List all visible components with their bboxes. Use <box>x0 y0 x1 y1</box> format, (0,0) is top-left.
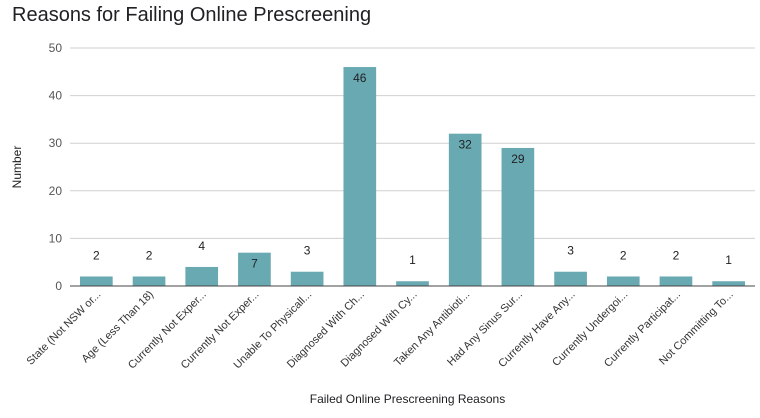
bar <box>659 276 693 286</box>
y-tick-label: 30 <box>49 136 63 150</box>
bar <box>501 147 535 286</box>
bar <box>238 252 271 286</box>
data-label: 3 <box>567 244 574 258</box>
y-axis-ticks: 0 10 20 30 40 50 <box>49 41 63 293</box>
data-label: 1 <box>725 253 732 267</box>
y-tick-label: 10 <box>49 231 63 245</box>
bar <box>80 276 113 286</box>
data-label: 3 <box>304 244 311 258</box>
chart-title: Reasons for Failing Online Prescreening <box>12 4 372 26</box>
data-label: 2 <box>673 248 680 262</box>
data-label: 46 <box>353 71 367 85</box>
data-label: 1 <box>409 253 416 267</box>
data-label: 7 <box>251 257 258 271</box>
bar <box>343 67 377 286</box>
data-label: 32 <box>459 138 473 152</box>
y-tick-label: 40 <box>49 89 63 103</box>
bar <box>448 133 482 286</box>
bar <box>290 271 324 286</box>
bar <box>185 266 219 286</box>
bar <box>554 271 587 286</box>
data-label: 4 <box>198 239 205 253</box>
bar <box>132 276 166 286</box>
y-axis-title: Number <box>10 146 24 189</box>
y-tick-label: 50 <box>49 41 63 55</box>
bar <box>606 276 640 286</box>
x-axis-ticks: State (Not NSW or...Age (Less Than 18)Cu… <box>25 289 736 372</box>
gridlines <box>70 47 755 239</box>
bar <box>712 281 745 286</box>
data-label: 2 <box>620 248 627 262</box>
bar <box>396 281 429 286</box>
data-label: 2 <box>146 248 153 262</box>
y-tick-label: 0 <box>55 279 62 293</box>
data-label: 2 <box>93 248 100 262</box>
y-tick-label: 20 <box>49 184 63 198</box>
bars <box>80 67 745 286</box>
x-axis-title: Failed Online Prescreening Reasons <box>310 392 505 406</box>
data-label: 29 <box>511 152 525 166</box>
